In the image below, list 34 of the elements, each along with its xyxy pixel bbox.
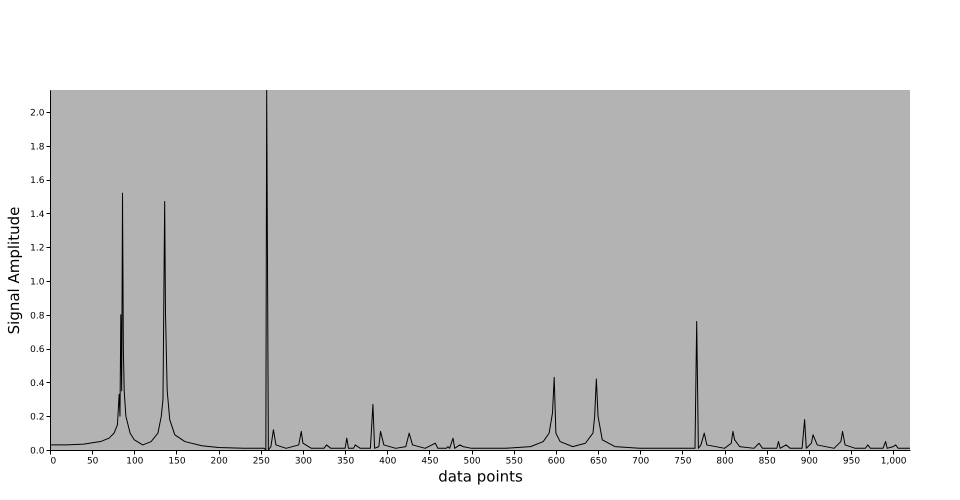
x-tick-label: 1,000 (880, 456, 907, 466)
x-tick-label: 950 (842, 456, 860, 466)
x-tick-label: 300 (294, 456, 312, 466)
x-tick-label: 600 (548, 456, 566, 466)
x-tick-label: 50 (86, 456, 99, 466)
x-axis-title: data points (438, 468, 523, 486)
y-tick-label: 0.2 (30, 412, 44, 423)
x-tick-label: 650 (590, 456, 608, 466)
y-tick-label: 1.2 (30, 244, 44, 254)
x-tick-label: 250 (252, 456, 270, 466)
y-tick-label: 0.0 (30, 446, 45, 456)
x-tick-label: 0 (50, 456, 56, 466)
y-tick-label: 1.6 (30, 176, 45, 186)
x-tick-label: 900 (800, 456, 818, 466)
x-tick-label: 450 (421, 456, 439, 466)
y-tick-label: 0.4 (30, 378, 45, 389)
x-tick-label: 750 (674, 456, 692, 466)
y-tick-label: 2.0 (30, 108, 45, 118)
y-tick-label: 1.4 (30, 210, 45, 220)
x-tick-label: 350 (337, 456, 354, 466)
y-tick-label: 0.6 (30, 345, 45, 356)
x-tick-label: 700 (632, 456, 650, 466)
x-tick-label: 500 (463, 456, 481, 466)
y-axis-title: Signal Amplitude (5, 206, 24, 334)
x-tick-label: 800 (716, 456, 734, 466)
x-tick-label: 200 (210, 456, 228, 466)
x-tick-label: 400 (379, 456, 397, 466)
x-tick-label: 550 (506, 456, 524, 466)
y-tick-label: 1.8 (30, 142, 45, 152)
y-tick-label: 1.0 (30, 277, 45, 288)
x-tick-label: 150 (168, 456, 186, 466)
x-tick-label: 850 (758, 456, 776, 466)
y-tick-label: 0.8 (30, 311, 45, 322)
x-tick-label: 100 (126, 456, 144, 466)
